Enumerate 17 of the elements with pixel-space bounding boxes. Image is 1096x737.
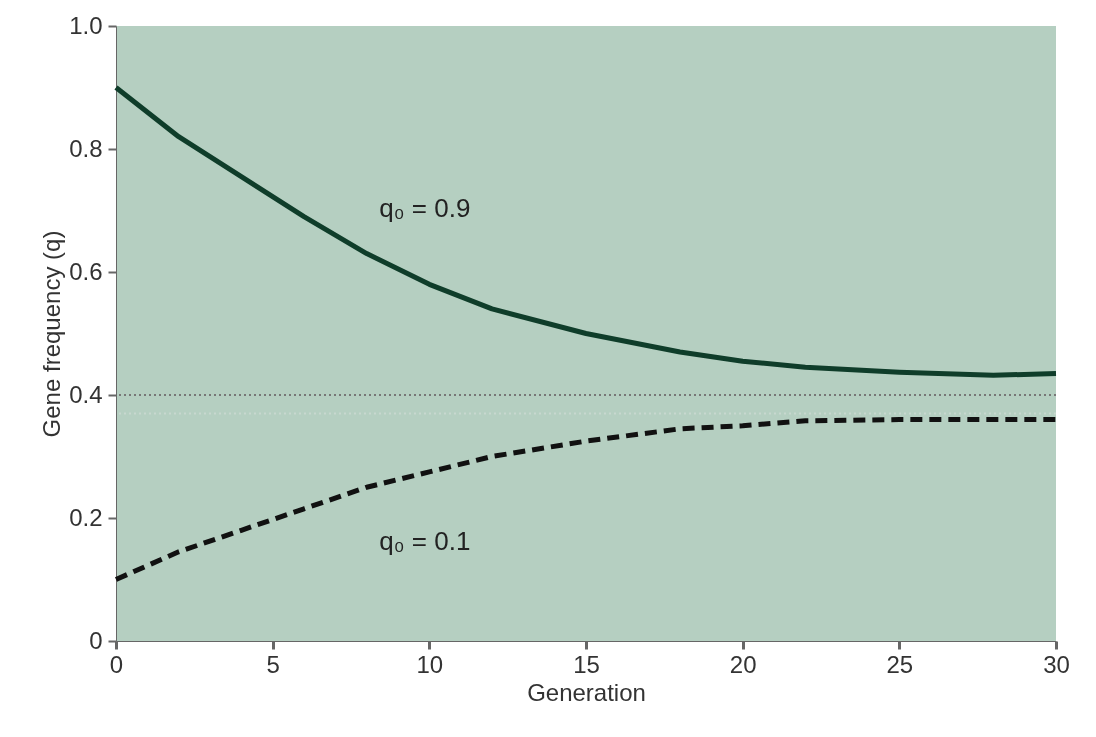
y-tick-label: 0.8 — [69, 134, 103, 162]
y-tick-label: 0.4 — [69, 380, 103, 408]
y-axis-title: Gene frequency (q) — [38, 230, 66, 438]
y-tick-label: 1.0 — [69, 11, 103, 39]
x-tick-label: 5 — [266, 650, 280, 678]
y-tick-label: 0 — [89, 626, 103, 654]
x-tick-label: 0 — [109, 650, 124, 678]
x-axis-title: Generation — [527, 678, 646, 706]
x-tick-label: 30 — [1043, 650, 1070, 678]
annotation: q₀ = 0.1 — [379, 525, 471, 556]
x-tick-label: 25 — [886, 650, 914, 678]
annotation: q₀ = 0.9 — [379, 193, 471, 224]
x-tick-label: 10 — [416, 650, 444, 678]
x-tick-label: 15 — [573, 650, 600, 678]
x-tick-label: 20 — [729, 650, 757, 678]
y-tick-label: 0.2 — [69, 503, 103, 531]
y-tick-label: 0.6 — [69, 257, 103, 285]
